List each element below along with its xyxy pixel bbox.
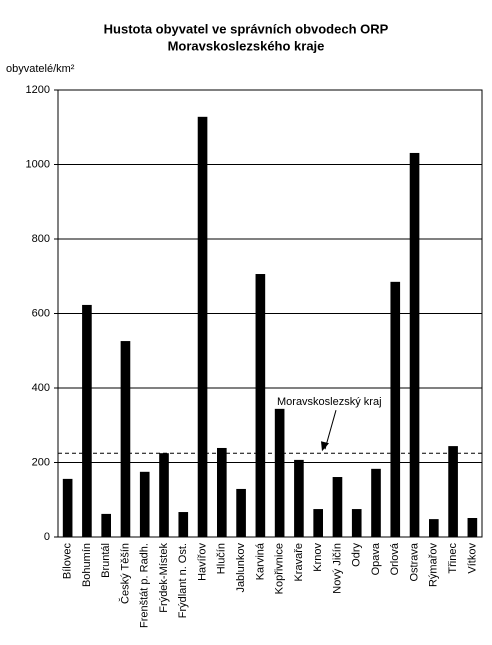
x-tick-label: Karviná [254, 542, 266, 580]
chart-title: Hustota obyvatel ve správních obvodech O… [104, 21, 389, 36]
bar [139, 471, 150, 537]
y-tick-label: 400 [32, 382, 50, 394]
reference-label: Moravskoslezský kraj [277, 396, 382, 408]
x-tick-label: Jablunkov [235, 543, 247, 593]
x-tick-label: Krnov [312, 543, 324, 572]
bar [120, 341, 131, 537]
bar [159, 453, 169, 537]
bar [332, 477, 343, 537]
bar [236, 488, 246, 537]
x-tick-label: Frýdek-Místek [158, 543, 170, 613]
y-tick-label: 1200 [26, 84, 50, 96]
bar [371, 468, 381, 537]
plot-frame [57, 89, 483, 538]
bar [274, 408, 285, 537]
bar [467, 518, 478, 537]
x-tick-label: Kravaře [293, 543, 305, 582]
x-tick-label: Rýmařov [428, 543, 440, 588]
bar [313, 509, 323, 537]
x-tick-label: Ostrava [408, 542, 420, 581]
bar [390, 281, 401, 537]
bar [62, 478, 73, 537]
y-tick-label: 0 [44, 531, 50, 543]
bar [217, 447, 227, 537]
bar [101, 513, 111, 537]
y-tick-label: 1000 [26, 158, 50, 170]
x-tick-label: Opava [370, 542, 382, 575]
x-tick-label: Hlučín [216, 543, 228, 574]
x-tick-label: Orlová [389, 542, 401, 575]
x-tick-label: Český Těšín [118, 543, 131, 604]
bar [429, 519, 439, 537]
x-tick-label: Frenštát p. Radh. [139, 543, 151, 628]
bar [82, 304, 92, 537]
x-tick-label: Třinec [447, 543, 459, 574]
bar [294, 459, 304, 537]
y-tick-label: 200 [32, 456, 50, 468]
x-tick-label: Kopřivnice [274, 543, 286, 594]
y-tick-label: 600 [32, 307, 50, 319]
x-tick-label: Vítkov [466, 543, 478, 574]
bar [448, 446, 458, 537]
x-tick-label: Frýdlant n. Ost. [177, 543, 189, 618]
bar [197, 116, 208, 537]
x-tick-label: Bruntál [100, 543, 112, 578]
bar [255, 274, 266, 537]
x-tick-label: Havířov [196, 543, 208, 581]
annotation-arrowhead [321, 441, 329, 452]
x-tick-label: Bílovec [62, 543, 74, 580]
bar [409, 152, 420, 537]
chart-title: Moravskoslezského kraje [168, 38, 325, 53]
y-tick-label: 800 [32, 233, 50, 245]
x-tick-label: Odry [351, 543, 363, 567]
x-tick-label: Nový Jičín [331, 543, 343, 594]
bar [178, 512, 189, 537]
bar [351, 509, 362, 537]
x-tick-label: Bohumín [81, 543, 93, 587]
y-axis-label: obyvatelé/km² [6, 63, 75, 75]
